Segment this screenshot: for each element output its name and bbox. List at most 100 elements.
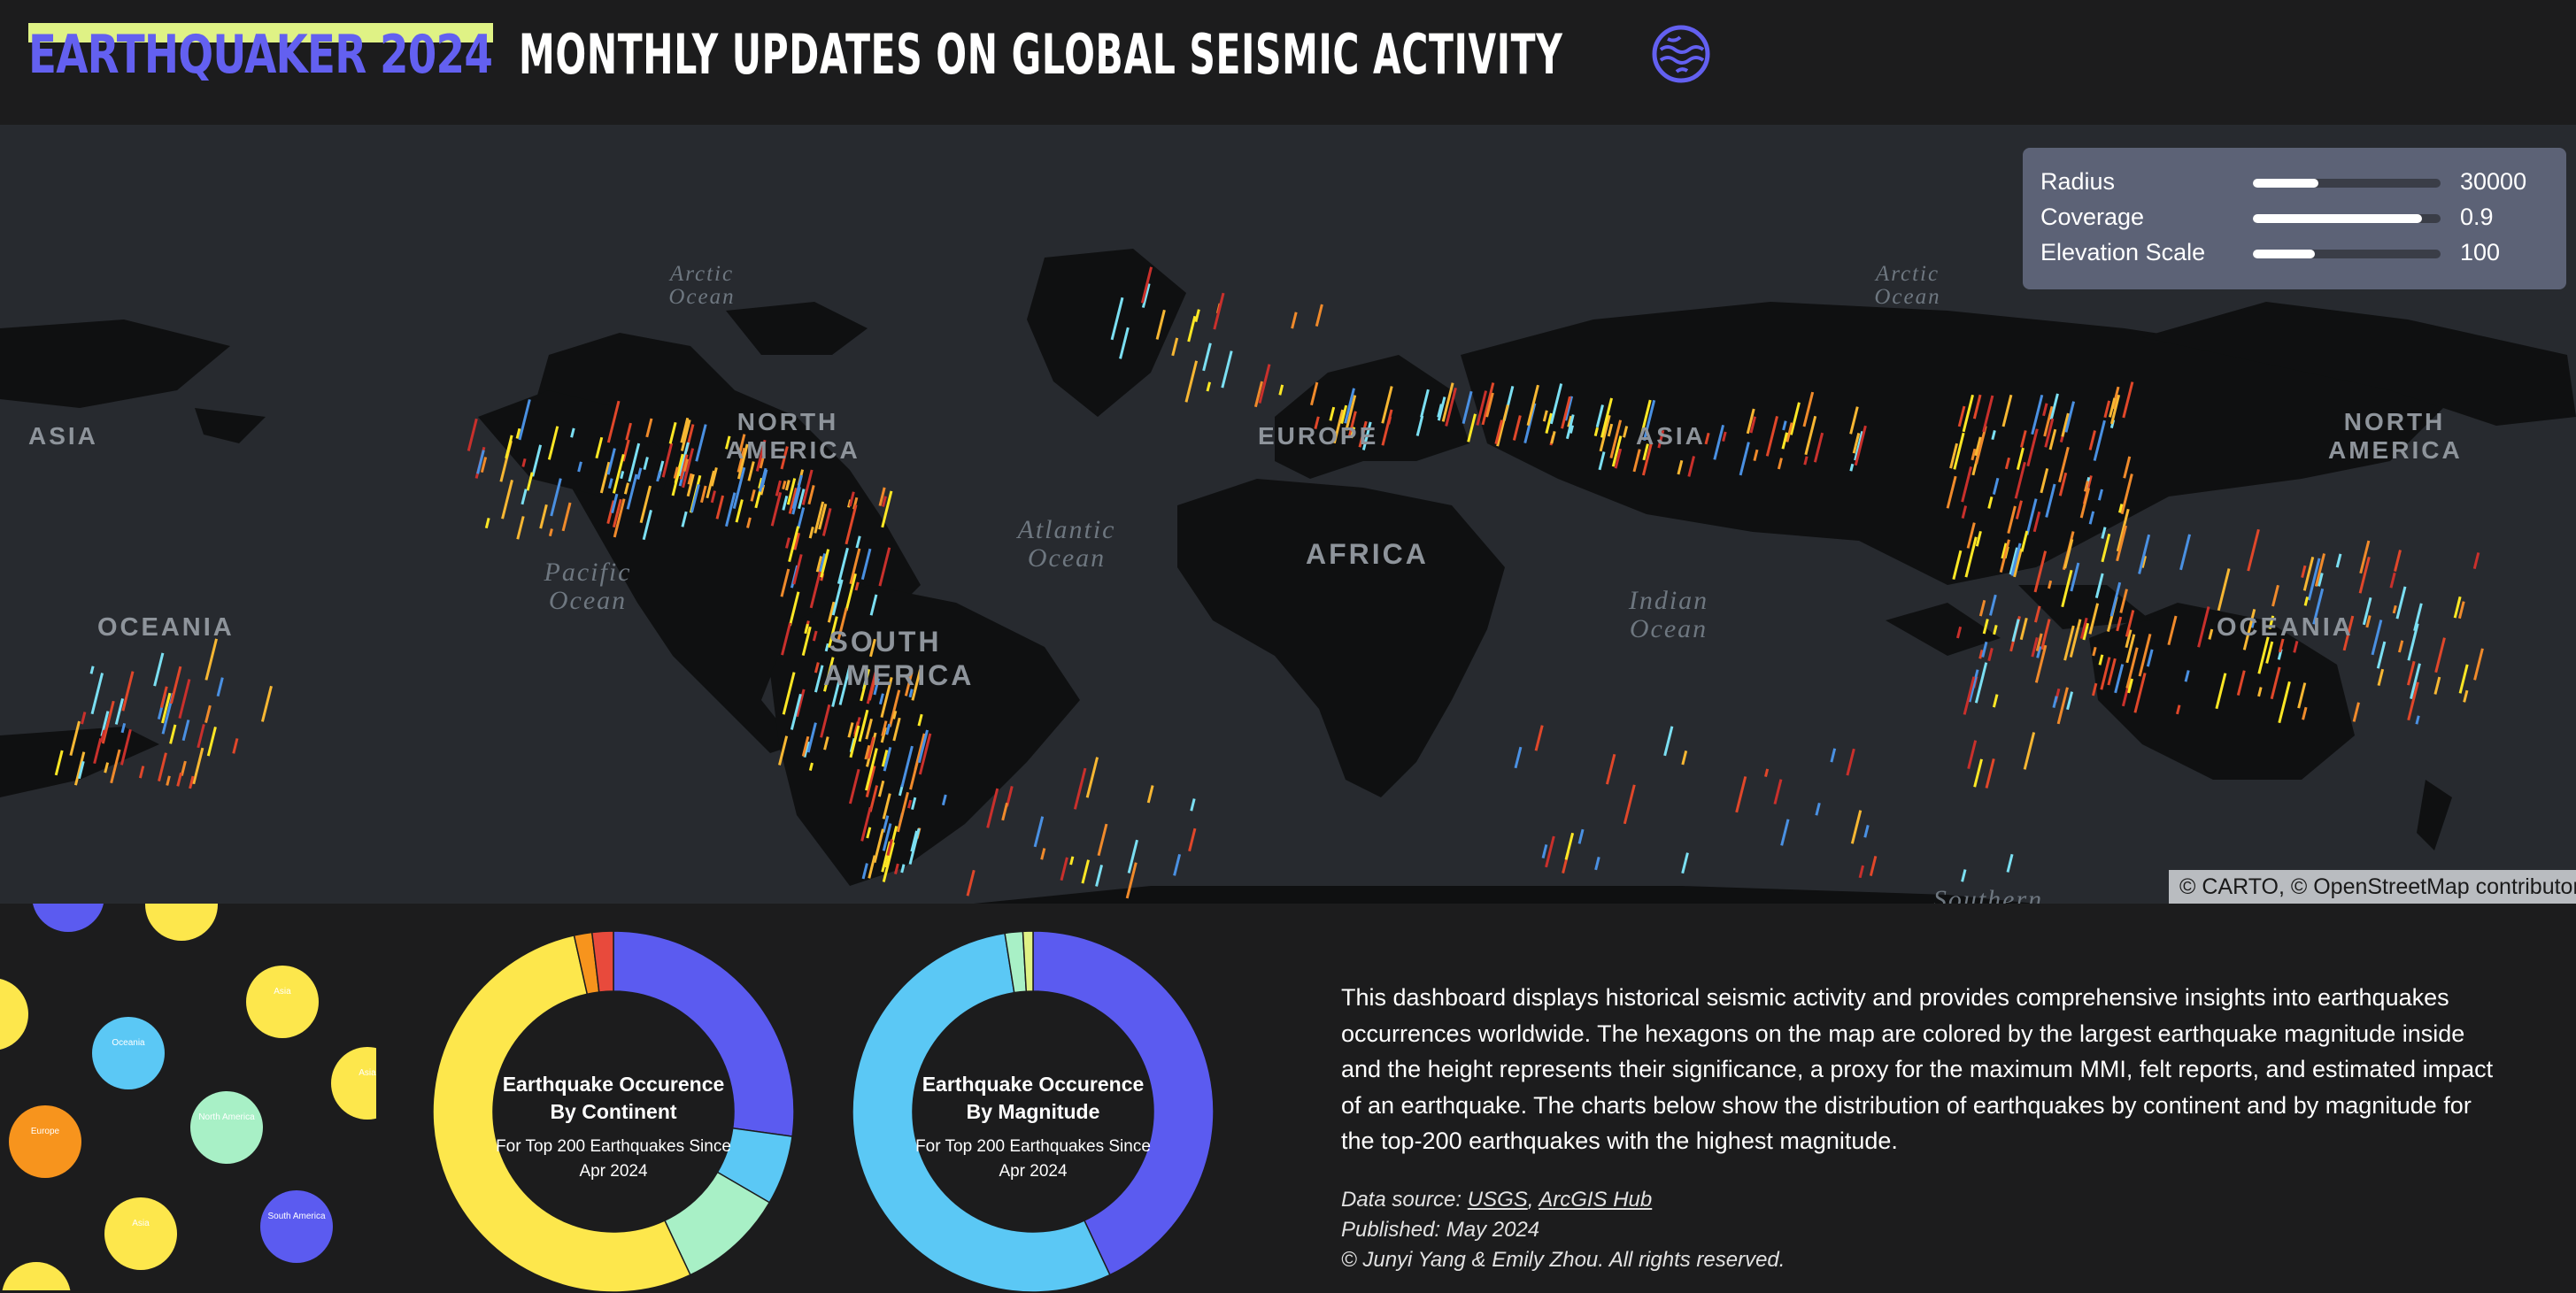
hexagon-spike[interactable] <box>792 554 803 585</box>
hexagon-spike[interactable] <box>612 454 625 494</box>
hexagon-spike[interactable] <box>636 467 643 480</box>
hexagon-spike[interactable] <box>90 673 104 715</box>
hexagon-spike[interactable] <box>1852 433 1861 454</box>
hexagon-spike[interactable] <box>611 493 619 514</box>
hexagon-spike[interactable] <box>695 424 707 462</box>
hexagon-spike[interactable] <box>2125 629 2133 649</box>
hexagon-spike[interactable] <box>1194 309 1200 323</box>
hexagon-spike[interactable] <box>621 439 630 462</box>
hexagon-spike[interactable] <box>2268 615 2275 629</box>
hexagon-spike[interactable] <box>699 485 707 504</box>
hexagon-spike[interactable] <box>77 760 85 780</box>
bubble-partial-top[interactable] <box>32 904 104 932</box>
hexagon-spike[interactable] <box>1785 422 1793 443</box>
hexagon-spike[interactable] <box>2109 397 2117 418</box>
hexagon-spike[interactable] <box>570 427 575 438</box>
hexagon-spike[interactable] <box>114 697 125 725</box>
hexagon-spike[interactable] <box>1350 427 1356 439</box>
hexagon-spike[interactable] <box>2026 428 2039 467</box>
hexagon-spike[interactable] <box>806 722 817 753</box>
hexagon-spike[interactable] <box>1481 382 1495 426</box>
hexagon-spike[interactable] <box>1962 394 1974 433</box>
hexagon-spike[interactable] <box>1258 364 1271 404</box>
hexagon-spike[interactable] <box>1340 404 1348 424</box>
hexagon-spike[interactable] <box>1974 436 1982 457</box>
hexagon-spike[interactable] <box>2092 646 2097 657</box>
hexagon-spike[interactable] <box>941 794 947 806</box>
hexagon-spike[interactable] <box>1097 823 1108 857</box>
hexagon-spike[interactable] <box>1961 466 1973 503</box>
hexagon-spike[interactable] <box>623 482 629 495</box>
bubble-europe[interactable]: Europe <box>9 1105 81 1178</box>
hexagon-spike[interactable] <box>1982 619 1989 635</box>
hexagon-spike[interactable] <box>814 662 820 673</box>
hexagon-spike[interactable] <box>882 793 891 820</box>
hexagon-spike[interactable] <box>821 507 832 536</box>
hexagon-spike[interactable] <box>69 720 81 757</box>
hexagon-spike[interactable] <box>1987 648 1994 662</box>
hexagon-spike[interactable] <box>791 474 803 510</box>
hexagon-spike[interactable] <box>1523 403 1537 443</box>
hexagon-spike[interactable] <box>1611 435 1623 467</box>
magnitude-donut-chart[interactable] <box>852 930 1215 1293</box>
hexagon-spike[interactable] <box>1550 431 1556 444</box>
hexagon-spike[interactable] <box>820 704 831 738</box>
hexagon-spike[interactable] <box>866 827 872 839</box>
hexagon-spike[interactable] <box>831 579 844 616</box>
hexagon-spike[interactable] <box>1952 550 1963 580</box>
hexagon-spike[interactable] <box>770 491 783 527</box>
hexagon-spike[interactable] <box>2473 648 2484 681</box>
hexagon-spike[interactable] <box>1713 424 1725 460</box>
hexagon-spike[interactable] <box>907 799 913 809</box>
hexagon-spike[interactable] <box>2242 609 2256 650</box>
hexagon-spike[interactable] <box>104 762 110 773</box>
hexagon-spike[interactable] <box>120 722 127 734</box>
hexagon-spike[interactable] <box>782 480 787 490</box>
hexagon-spike[interactable] <box>1534 725 1544 751</box>
hexagon-spike[interactable] <box>1595 404 1604 428</box>
hexagon-spike[interactable] <box>1961 505 1968 520</box>
hexagon-spike[interactable] <box>1033 816 1045 848</box>
hexagon-spike[interactable] <box>786 478 797 505</box>
hexagon-spike[interactable] <box>1849 463 1855 472</box>
hexagon-spike[interactable] <box>2217 568 2231 612</box>
hexagon-spike[interactable] <box>1967 740 1978 769</box>
hexagon-spike[interactable] <box>1141 283 1151 308</box>
hexagon-spike[interactable] <box>1739 442 1750 476</box>
bubble-partial-bottom[interactable] <box>2 1262 71 1290</box>
hexagon-spike[interactable] <box>883 747 892 772</box>
hexagon-spike[interactable] <box>681 511 688 527</box>
hexagon-spike[interactable] <box>2107 658 2117 686</box>
hexagon-spike[interactable] <box>1213 292 1225 330</box>
hexagon-spike[interactable] <box>908 689 914 698</box>
hexagon-spike[interactable] <box>2100 657 2111 690</box>
hexagon-spike[interactable] <box>169 724 177 744</box>
hexagon-spike[interactable] <box>1985 758 1995 789</box>
hexagon-spike[interactable] <box>2407 681 2419 721</box>
hexagon-spike[interactable] <box>867 736 875 759</box>
hexagon-spike[interactable] <box>803 741 810 758</box>
hexagon-spike[interactable] <box>2415 715 2420 725</box>
hexagon-spike[interactable] <box>860 548 872 581</box>
hexagon-spike[interactable] <box>642 510 652 541</box>
hexagon-spike[interactable] <box>1598 451 1606 471</box>
hexagon-spike[interactable] <box>2413 603 2423 632</box>
hexagon-spike[interactable] <box>1681 852 1689 874</box>
hexagon-spike[interactable] <box>847 722 854 738</box>
hexagon-spike[interactable] <box>784 480 791 491</box>
hexagon-spike[interactable] <box>2265 641 2274 664</box>
hexagon-spike[interactable] <box>1978 599 1986 617</box>
hexagon-spike[interactable] <box>1609 419 1623 458</box>
hexagon-spike[interactable] <box>900 864 906 874</box>
hexagon-spike[interactable] <box>1206 381 1212 392</box>
bubble-partial-top-2[interactable] <box>145 904 218 941</box>
hexagon-spike[interactable] <box>820 549 830 578</box>
hexagon-spike[interactable] <box>2063 625 2075 661</box>
magnitude-slice-1[interactable] <box>852 932 1111 1293</box>
hexagon-spike[interactable] <box>878 487 886 506</box>
hexagon-spike[interactable] <box>2179 534 2191 571</box>
hexagon-spike[interactable] <box>661 443 674 478</box>
hexagon-spike[interactable] <box>790 693 802 730</box>
hexagon-spike[interactable] <box>2123 456 2132 479</box>
hexagon-spike[interactable] <box>819 553 827 573</box>
